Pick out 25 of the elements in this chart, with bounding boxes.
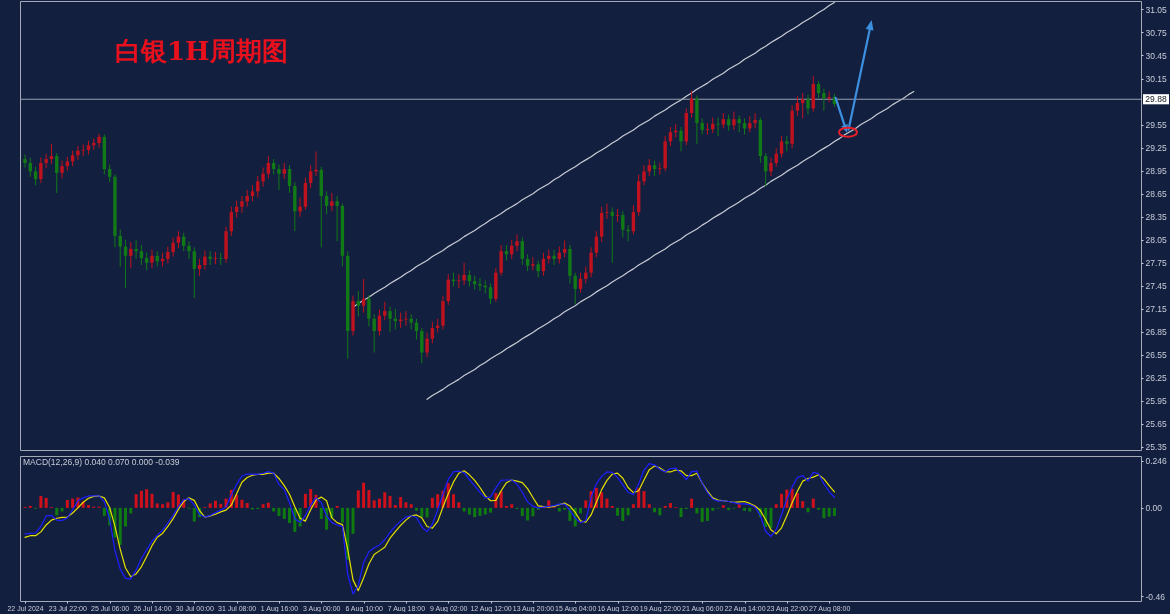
y-tick-label: 29.55 bbox=[1145, 120, 1168, 131]
y-tick-label: 25.35 bbox=[1145, 442, 1168, 453]
text: 白银1H周期图 bbox=[115, 36, 288, 66]
y-tick-label: 26.25 bbox=[1145, 373, 1168, 384]
y-tick-label: 28.05 bbox=[1145, 235, 1168, 246]
y-tick-label: 0.00 bbox=[1145, 503, 1163, 514]
y-tick-label: 25.95 bbox=[1145, 396, 1168, 407]
y-tick-label: 28.95 bbox=[1145, 166, 1168, 177]
ref-line-label: 29.88 bbox=[1145, 94, 1167, 105]
y-tick-label: 31.05 bbox=[1145, 4, 1168, 15]
y-tick-label: 27.75 bbox=[1145, 258, 1168, 269]
y-tick-label: 27.15 bbox=[1145, 304, 1168, 315]
y-tick-label: 30.45 bbox=[1145, 50, 1168, 61]
y-tick-label: 27.45 bbox=[1145, 281, 1168, 292]
y-tick-label: -0.46 bbox=[1145, 591, 1166, 602]
y-tick-label: 28.35 bbox=[1145, 212, 1168, 223]
y-tick-label: 25.65 bbox=[1145, 419, 1168, 430]
y-tick-label: 30.15 bbox=[1145, 74, 1168, 85]
y-tick-label: 26.85 bbox=[1145, 327, 1168, 338]
chart-title: MACD(12,26,9) 0.040 0.070 0.000 -0.039 bbox=[23, 457, 180, 467]
y-tick-label: 0.246 bbox=[1145, 456, 1168, 467]
y-tick-label: 30.75 bbox=[1145, 27, 1168, 38]
y-tick-label: 26.55 bbox=[1145, 350, 1168, 361]
y-tick-label: 28.65 bbox=[1145, 189, 1168, 200]
y-tick-label: 29.25 bbox=[1145, 143, 1168, 154]
